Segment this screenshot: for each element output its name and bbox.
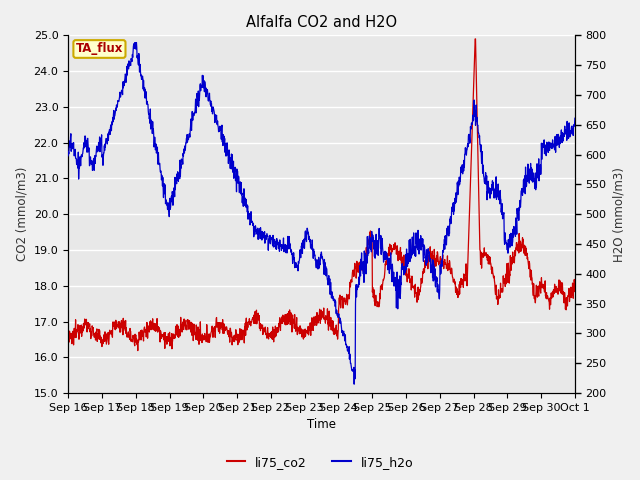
li75_co2	[124, 334, 132, 340]
li75_h2o	[350, 381, 358, 387]
li75_co2	[353, 258, 361, 264]
li75_h2o	[353, 287, 361, 292]
li75_h2o	[64, 153, 72, 158]
li75_co2	[290, 317, 298, 323]
li75_co2	[134, 348, 141, 353]
li75_h2o	[132, 40, 140, 46]
li75_co2	[104, 333, 111, 338]
Y-axis label: CO2 (mmol/m3): CO2 (mmol/m3)	[15, 167, 28, 262]
li75_co2	[300, 335, 307, 340]
X-axis label: Time: Time	[307, 419, 336, 432]
li75_h2o	[104, 141, 111, 147]
li75_h2o	[571, 115, 579, 121]
Text: TA_flux: TA_flux	[76, 43, 123, 56]
li75_h2o	[300, 245, 307, 251]
Line: li75_co2: li75_co2	[68, 39, 575, 350]
li75_co2	[280, 318, 287, 324]
Y-axis label: H2O (mmol/m3): H2O (mmol/m3)	[612, 167, 625, 262]
li75_co2	[471, 36, 479, 42]
li75_h2o	[290, 256, 298, 262]
li75_h2o	[280, 235, 287, 241]
Title: Alfalfa CO2 and H2O: Alfalfa CO2 and H2O	[246, 15, 397, 30]
li75_co2	[571, 276, 579, 282]
li75_co2	[64, 338, 72, 344]
Legend: li75_co2, li75_h2o: li75_co2, li75_h2o	[221, 451, 419, 474]
li75_h2o	[124, 65, 132, 71]
Line: li75_h2o: li75_h2o	[68, 43, 575, 384]
